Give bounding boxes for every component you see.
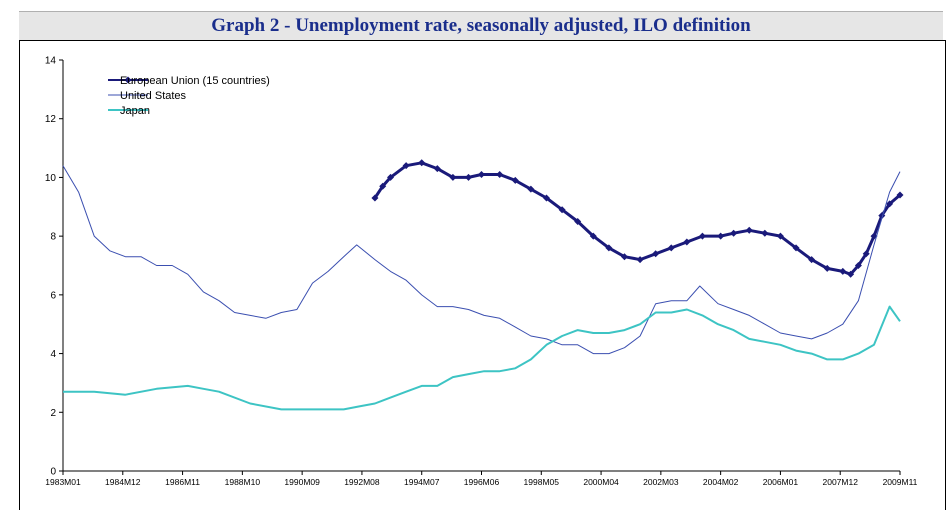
series-line-2 [63, 305, 901, 411]
x-tick-label: 2002M03 [643, 477, 679, 487]
x-tick-label: 1988M10 [225, 477, 261, 487]
x-tick-label: 1984M12 [105, 477, 141, 487]
legend-marker-0 [124, 76, 132, 84]
y-tick-label: 14 [45, 56, 57, 67]
series-marker-0 [418, 159, 426, 167]
y-tick-label: 4 [50, 349, 56, 360]
legend-label-0: European Union (15 countries) [120, 75, 270, 87]
y-tick-label: 6 [50, 290, 56, 301]
series-marker-0 [839, 267, 847, 275]
y-tick-label: 8 [50, 232, 56, 243]
series-marker-0 [776, 232, 784, 240]
chart-title-bar: Graph 2 - Unemployment rate, seasonally … [19, 11, 943, 41]
series-marker-0 [449, 173, 457, 181]
y-tick-label: 2 [50, 408, 56, 419]
x-tick-label: 1986M11 [165, 477, 200, 487]
series-marker-0 [896, 191, 904, 199]
series-marker-0 [589, 232, 597, 240]
x-tick-label: 1990M09 [284, 477, 320, 487]
x-tick-label: 2006M01 [763, 477, 799, 487]
series-marker-0 [402, 162, 410, 170]
series-marker-0 [886, 200, 894, 208]
x-tick-label: 2009M11 [883, 477, 918, 487]
series-marker-0 [605, 244, 613, 252]
chart-frame [19, 40, 946, 510]
series-marker-0 [465, 173, 473, 181]
series-marker-0 [667, 244, 675, 252]
series-marker-0 [652, 250, 660, 258]
series-marker-0 [862, 250, 870, 258]
series-marker-0 [496, 170, 504, 178]
x-tick-label: 2007M12 [822, 477, 858, 487]
series-marker-0 [847, 270, 855, 278]
x-tick-label: 1998M05 [524, 477, 560, 487]
x-tick-label: 1994M07 [404, 477, 440, 487]
series-marker-0 [542, 194, 550, 202]
series-marker-0 [527, 185, 535, 193]
series-marker-0 [792, 244, 800, 252]
series-marker-0 [717, 232, 725, 240]
series-marker-0 [730, 229, 738, 237]
series-marker-0 [620, 253, 628, 261]
series-marker-0 [511, 176, 519, 184]
series-marker-0 [387, 173, 395, 181]
series-marker-0 [683, 238, 691, 246]
y-tick-label: 10 [45, 173, 57, 184]
y-tick-label: 0 [50, 467, 56, 478]
series-marker-0 [371, 194, 379, 202]
legend-label-2: Japan [120, 105, 150, 117]
series-marker-0 [761, 229, 769, 237]
series-marker-0 [823, 264, 831, 272]
series-marker-0 [574, 217, 582, 225]
series-marker-0 [558, 206, 566, 214]
x-tick-label: 1996M06 [464, 477, 500, 487]
y-tick-label: 12 [45, 114, 57, 125]
series-marker-0 [745, 226, 753, 234]
series-marker-0 [433, 165, 441, 173]
x-tick-label: 2004M02 [703, 477, 739, 487]
series-marker-0 [636, 256, 644, 264]
x-tick-label: 2000M04 [583, 477, 619, 487]
series-marker-0 [478, 170, 485, 178]
series-line-1 [62, 165, 901, 355]
x-tick-label: 1983M01 [45, 477, 81, 487]
chart-title: Graph 2 - Unemployment rate, seasonally … [211, 15, 751, 36]
legend-label-1: United States [120, 90, 187, 102]
series-marker-0 [808, 256, 816, 264]
x-tick-label: 1992M08 [344, 477, 380, 487]
series-marker-0 [698, 232, 706, 240]
series-marker-0 [854, 262, 862, 269]
series-marker-0 [379, 182, 387, 190]
